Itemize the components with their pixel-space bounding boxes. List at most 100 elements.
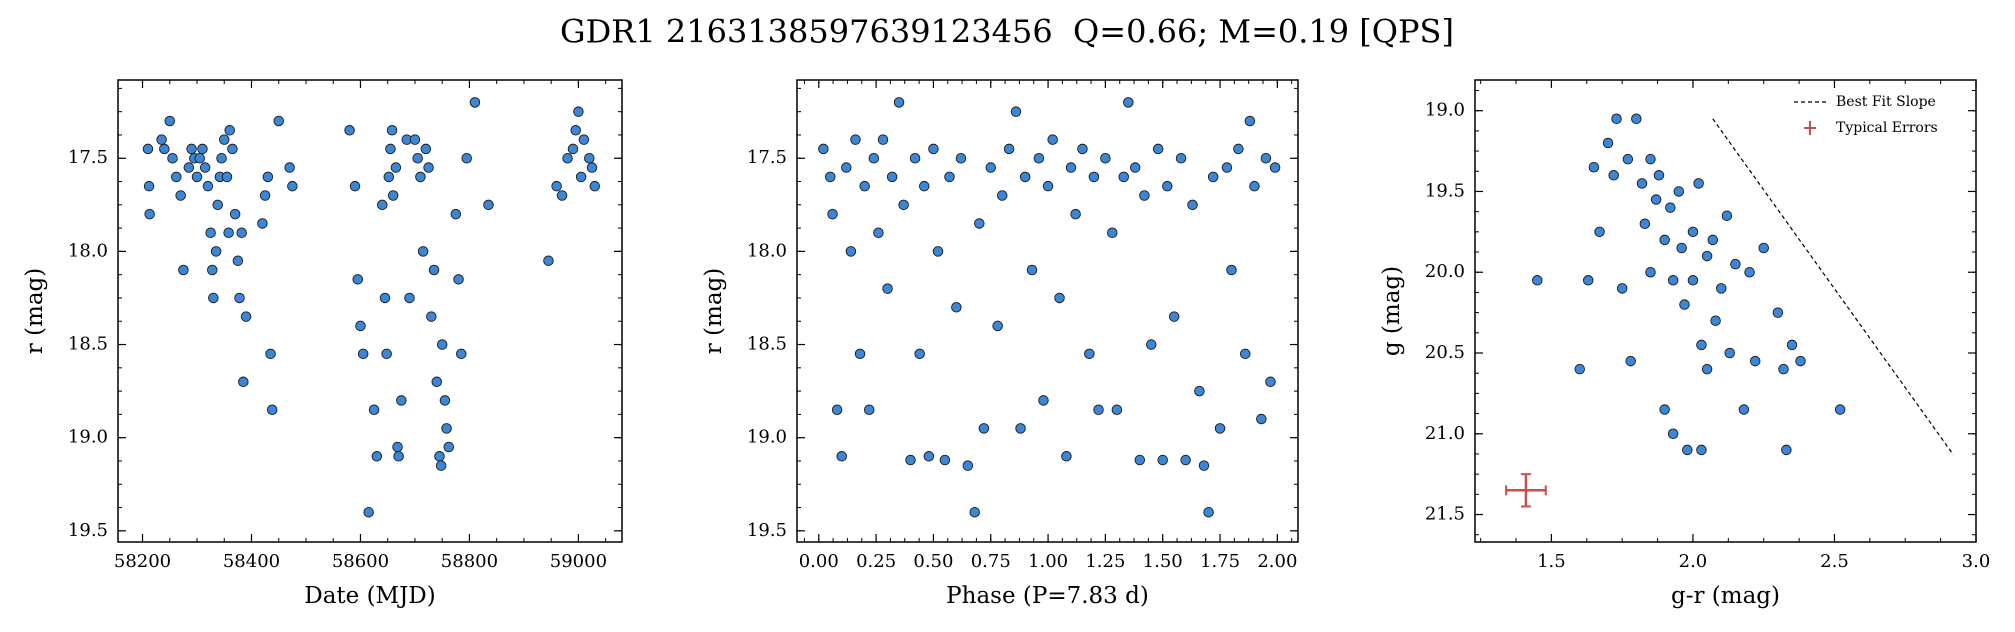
- data-point: [412, 152, 423, 164]
- plot-frame: [1474, 79, 1977, 543]
- data-point: [1707, 234, 1719, 246]
- data-point: [1162, 180, 1173, 192]
- data-point: [194, 152, 205, 164]
- data-point: [1269, 162, 1281, 173]
- data-point: [1608, 170, 1619, 181]
- y-tick-label: 20.0: [1425, 261, 1465, 282]
- y-axis-label: g (mag): [1379, 266, 1405, 356]
- data-point: [955, 152, 967, 164]
- data-point: [1168, 311, 1180, 322]
- data-point: [978, 423, 990, 434]
- data-point: [1233, 143, 1244, 155]
- data-point: [1047, 134, 1058, 145]
- data-point: [221, 171, 233, 183]
- data-point: [944, 171, 955, 183]
- data-point: [1645, 266, 1656, 278]
- data-point: [1093, 404, 1104, 415]
- figure-title: GDR1 2163138597639123456 Q=0.66; M=0.19 …: [560, 13, 1454, 51]
- data-point: [1778, 363, 1789, 375]
- data-point: [1786, 339, 1798, 351]
- data-point: [435, 460, 447, 471]
- data-point: [1667, 428, 1679, 440]
- data-point: [390, 162, 402, 173]
- data-point: [1667, 275, 1679, 286]
- plot-frame: [117, 79, 623, 543]
- data-point: [1636, 178, 1648, 189]
- y-tick-label: 21.0: [1425, 423, 1465, 444]
- data-point: [417, 246, 429, 257]
- data-point: [1084, 348, 1095, 360]
- data-point: [450, 208, 462, 220]
- data-point: [227, 143, 238, 155]
- legend-label: Typical Errors: [1836, 120, 1938, 136]
- data-point: [969, 506, 980, 518]
- data-point: [1249, 180, 1260, 192]
- x-tick-label: 0.75: [971, 551, 1011, 572]
- data-point: [191, 171, 203, 183]
- y-tick-label: 20.5: [1425, 342, 1465, 363]
- data-point: [1710, 315, 1721, 326]
- data-point: [171, 171, 182, 183]
- data-point: [234, 292, 245, 304]
- data-point: [381, 348, 392, 360]
- data-point: [1015, 423, 1026, 434]
- data-point: [1152, 143, 1164, 155]
- data-point: [387, 190, 399, 201]
- data-point: [1673, 186, 1685, 197]
- data-point: [1146, 339, 1157, 350]
- y-tick-label: 19.0: [1425, 100, 1465, 121]
- data-point: [1749, 355, 1761, 367]
- data-point: [284, 162, 295, 173]
- data-point: [893, 97, 905, 108]
- x-axis-label: Phase (P=7.83 d): [946, 583, 1149, 609]
- data-point: [1701, 250, 1713, 262]
- data-point: [818, 143, 829, 155]
- data-point: [992, 320, 1003, 332]
- data-point: [543, 255, 554, 266]
- data-point: [589, 180, 601, 192]
- data-point: [854, 348, 866, 360]
- x-tick-label: 0.00: [799, 551, 839, 572]
- data-point: [1175, 152, 1187, 164]
- data-point: [266, 404, 278, 415]
- data-point: [1716, 283, 1727, 294]
- data-point: [586, 162, 598, 173]
- data-point: [1033, 152, 1045, 164]
- data-point: [845, 246, 857, 257]
- data-point: [850, 134, 861, 145]
- data-point: [423, 162, 434, 173]
- data-point: [441, 423, 452, 434]
- data-point: [236, 227, 247, 239]
- data-point: [1214, 423, 1226, 434]
- data-point: [1532, 275, 1543, 286]
- data-point: [1077, 143, 1088, 155]
- data-point: [1625, 355, 1636, 367]
- data-point: [1265, 376, 1276, 388]
- data-point: [1772, 307, 1784, 318]
- data-point: [393, 451, 404, 462]
- data-point: [409, 134, 421, 145]
- data-point: [404, 292, 415, 304]
- data-point: [1061, 451, 1072, 462]
- data-point: [428, 264, 440, 276]
- y-tick-label: 19.0: [747, 427, 787, 448]
- data-point: [1611, 113, 1622, 125]
- data-point: [208, 292, 219, 304]
- x-tick-label: 1.5: [1537, 551, 1566, 572]
- y-tick-label: 19.0: [68, 427, 108, 448]
- data-point: [273, 115, 284, 127]
- data-point: [415, 171, 426, 183]
- data-point: [1118, 171, 1129, 183]
- data-point: [1139, 190, 1150, 201]
- data-point: [1631, 113, 1642, 125]
- data-point: [368, 404, 380, 415]
- data-point: [1194, 385, 1205, 397]
- data-point: [229, 208, 241, 220]
- data-point: [841, 162, 852, 173]
- data-point: [144, 208, 155, 220]
- data-point: [1834, 404, 1846, 415]
- data-point: [1588, 161, 1600, 173]
- data-point: [1653, 170, 1665, 181]
- data-point: [1724, 347, 1735, 359]
- data-point: [199, 162, 211, 173]
